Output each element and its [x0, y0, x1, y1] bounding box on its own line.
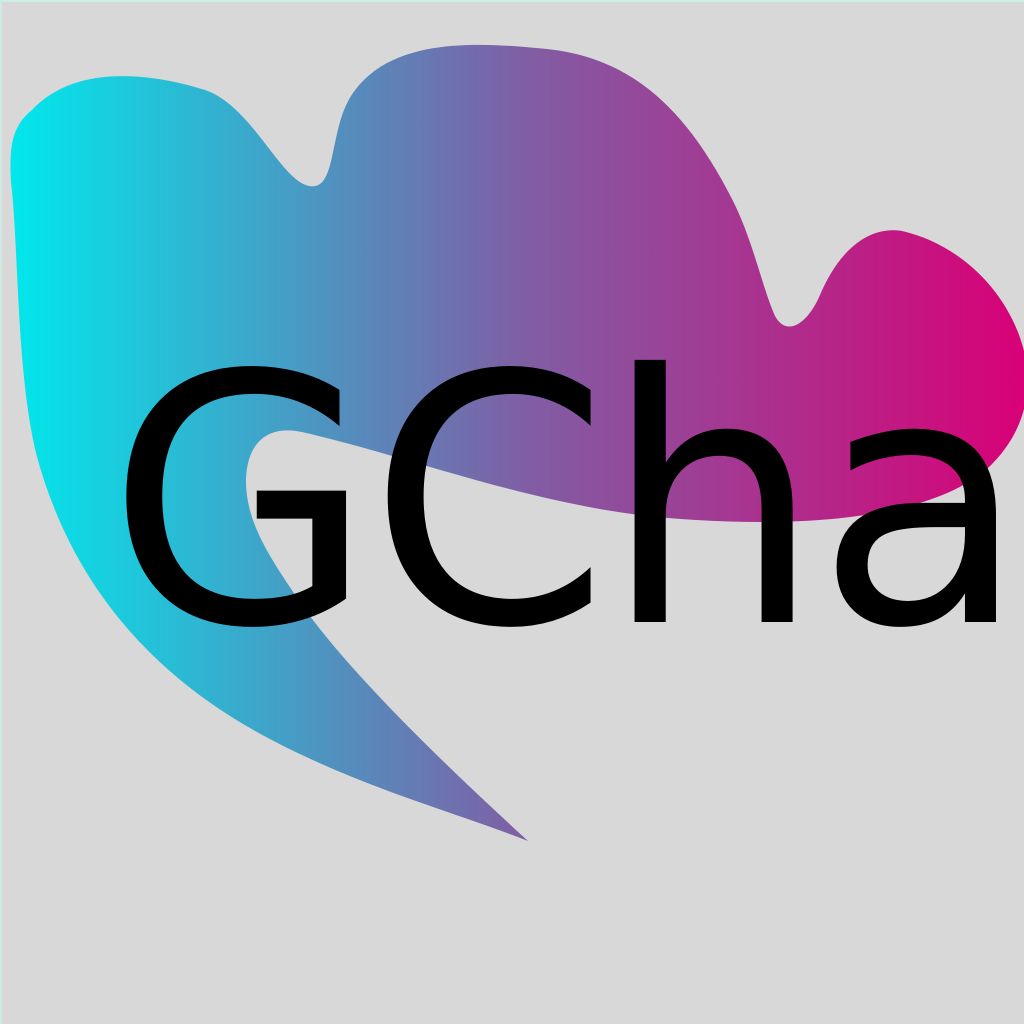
gchat-wordmark: GChat — [107, 303, 1024, 704]
speech-bubble-icon — [10, 44, 1024, 841]
